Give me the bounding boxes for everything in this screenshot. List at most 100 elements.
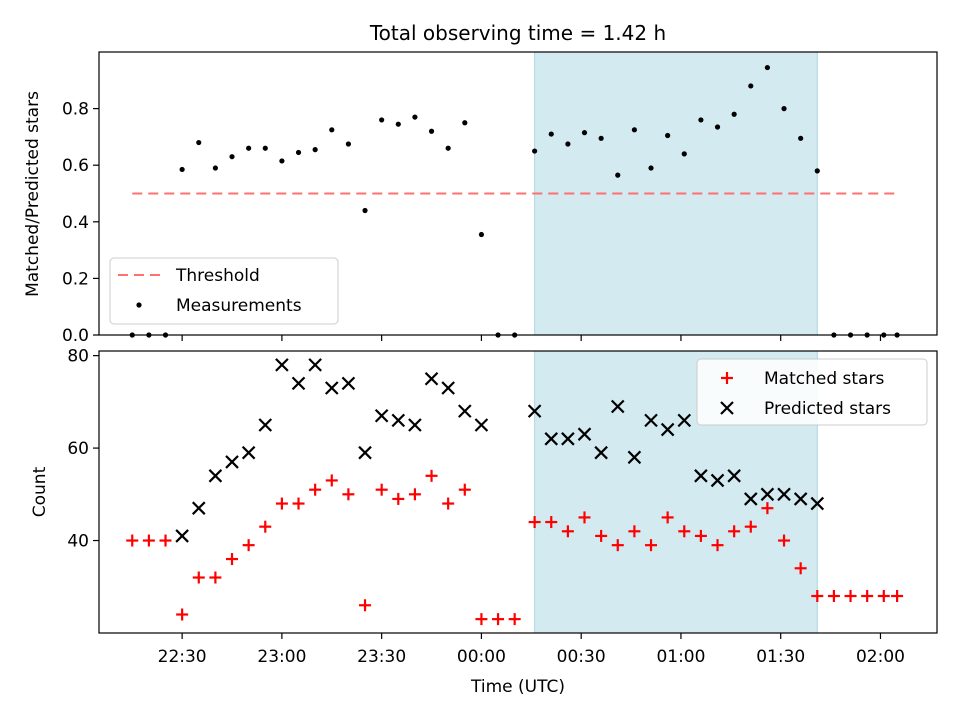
legend-predicted-swatch bbox=[720, 401, 734, 415]
measurement-point bbox=[329, 127, 335, 133]
x-stroke-b bbox=[594, 445, 608, 460]
matched-star-point bbox=[508, 613, 521, 626]
x-tick-label: 23:30 bbox=[357, 647, 406, 667]
x-stroke-b bbox=[720, 401, 734, 415]
predicted-star-point bbox=[644, 413, 658, 428]
predicted-star-point bbox=[594, 445, 608, 460]
y-tick-label: 40 bbox=[67, 532, 89, 552]
x-stroke-b bbox=[358, 445, 372, 460]
predicted-star-point bbox=[241, 445, 256, 460]
measurement-point bbox=[648, 165, 654, 171]
x-stroke-b bbox=[561, 432, 575, 446]
y-tick-label: 0.0 bbox=[62, 326, 89, 346]
matched-star-point bbox=[578, 511, 591, 524]
matched-star-point bbox=[458, 483, 471, 496]
x-stroke-b bbox=[660, 422, 675, 437]
x-stroke-b bbox=[291, 376, 306, 391]
matched-star-point bbox=[242, 539, 255, 552]
x-stroke-b bbox=[694, 469, 708, 483]
predicted-star-point bbox=[374, 408, 389, 423]
matched-star-point bbox=[425, 469, 438, 482]
x-stroke-b bbox=[441, 381, 455, 395]
x-stroke-b bbox=[610, 399, 625, 414]
predicted-star-point bbox=[474, 418, 489, 432]
x-stroke-b bbox=[474, 418, 489, 432]
matched-star-point bbox=[761, 502, 774, 515]
matched-star-point bbox=[309, 483, 322, 496]
bottom-y-ticks: 40 60 80 bbox=[67, 347, 99, 552]
bottom-x-ticks: 22:30 23:00 23:30 00:00 00:30 01:00 01:30 02:00 bbox=[158, 633, 905, 667]
matched-star-point bbox=[159, 534, 172, 547]
y-tick-label: 0.6 bbox=[62, 156, 89, 176]
predicted-star-point bbox=[358, 445, 372, 460]
predicted-star-point bbox=[760, 487, 775, 502]
measurement-point bbox=[598, 135, 604, 141]
predicted-star-point bbox=[441, 381, 455, 395]
bottom-legend-box bbox=[696, 358, 928, 426]
predicted-star-point bbox=[793, 492, 808, 506]
predicted-star-point bbox=[810, 496, 825, 511]
predicted-star-point bbox=[175, 529, 189, 543]
measurement-point bbox=[312, 147, 318, 153]
matched-star-point bbox=[492, 613, 505, 626]
matched-star-point bbox=[142, 534, 155, 547]
predicted-star-point bbox=[727, 469, 741, 483]
legend-plus-marker bbox=[721, 372, 733, 384]
predicted-star-point bbox=[324, 381, 339, 395]
legend-x-marker bbox=[720, 401, 734, 415]
predicted-star-point bbox=[308, 358, 322, 372]
legend-measurements-label: Measurements bbox=[176, 296, 302, 316]
matched-star-point bbox=[359, 599, 372, 612]
matched-star-point bbox=[877, 590, 890, 603]
measurement-point bbox=[179, 166, 185, 173]
x-stroke-b bbox=[258, 418, 273, 432]
predicted-star-point bbox=[627, 450, 642, 465]
legend-measurement-swatch bbox=[136, 302, 142, 308]
measurement-point bbox=[665, 132, 671, 139]
predicted-star-point bbox=[458, 404, 472, 418]
predicted-star-point bbox=[527, 404, 542, 418]
predicted-star-point bbox=[777, 487, 791, 502]
x-stroke-b bbox=[191, 501, 206, 515]
measurement-point bbox=[379, 117, 385, 123]
measurement-point bbox=[345, 141, 352, 147]
matched-star-point bbox=[561, 525, 574, 538]
x-stroke-b bbox=[208, 469, 223, 483]
measurement-point bbox=[631, 127, 637, 133]
x-stroke-b bbox=[225, 455, 239, 469]
matched-star-point bbox=[545, 516, 558, 529]
x-stroke-b bbox=[408, 418, 422, 432]
measurement-point bbox=[532, 148, 538, 154]
y-tick-label: 60 bbox=[67, 439, 89, 459]
x-stroke-b bbox=[793, 492, 808, 506]
x-stroke-b bbox=[424, 371, 439, 386]
x-stroke-b bbox=[527, 404, 542, 418]
x-stroke-b bbox=[810, 496, 825, 511]
predicted-star-point bbox=[660, 422, 675, 437]
matched-star-point bbox=[711, 539, 724, 552]
x-tick-label: 00:30 bbox=[557, 647, 606, 667]
predicted-star-point bbox=[208, 469, 223, 483]
x-stroke-b bbox=[175, 529, 189, 543]
predicted-star-point bbox=[341, 376, 356, 391]
x-tick-label: 01:30 bbox=[756, 647, 805, 667]
predicted-star-point bbox=[610, 399, 625, 414]
measurement-point bbox=[714, 124, 721, 130]
measurement-point bbox=[462, 120, 468, 126]
x-stroke-b bbox=[743, 492, 758, 506]
measurement-point bbox=[748, 83, 754, 89]
measurement-point bbox=[781, 106, 787, 112]
y-tick-label: 0.2 bbox=[62, 269, 89, 289]
matched-star-point bbox=[611, 539, 624, 552]
matched-star-point bbox=[392, 492, 405, 505]
matched-star-point bbox=[595, 529, 608, 542]
measurement-point bbox=[698, 117, 704, 123]
measurement-point bbox=[395, 121, 401, 127]
matched-star-point bbox=[375, 483, 388, 496]
matched-star-point bbox=[891, 590, 904, 603]
x-stroke-b bbox=[275, 358, 289, 372]
measurement-point bbox=[229, 154, 235, 160]
measurement-point bbox=[262, 145, 268, 151]
top-plot-frame bbox=[98, 51, 938, 336]
